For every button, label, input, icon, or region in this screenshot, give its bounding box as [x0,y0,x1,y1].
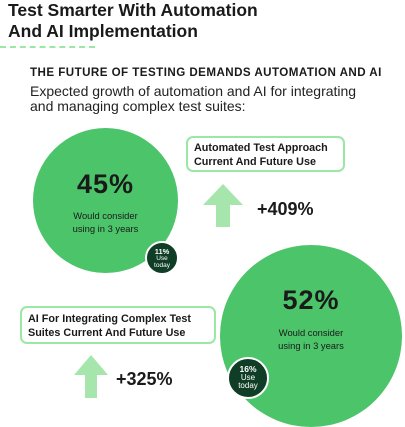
ai-today-percent: 16% [239,364,257,374]
automated-label-line-1: Automated Test Approach [194,142,328,154]
ai-label-line-1: AI For Integrating Complex Test [28,313,191,325]
ai-label-box: AI For Integrating Complex Test Suites C… [20,306,216,344]
ai-label-line-2: Suites Current And Future Use [28,326,186,339]
ai-today-badge: 16% Use today [227,357,269,399]
automated-future-caption-line-2: using in 3 years [72,222,139,234]
description: Expected growth of automation and AI for… [30,84,402,114]
automated-future-caption: Would consider using in 3 years [33,210,178,235]
section-subtitle: THE FUTURE OF TESTING DEMANDS AUTOMATION… [30,66,382,79]
automated-today-caption-line-1: Use [156,255,168,262]
ai-growth: +325% [116,369,173,389]
automated-today-badge: 11% Use today [145,241,179,275]
automated-label-line-2: Current And Future Use [194,155,316,168]
automated-today-percent: 11% [154,247,170,256]
page-title: Test Smarter With Automation And AI Impl… [8,0,403,42]
ai-future-caption: Would consider using in 3 years [220,327,402,352]
ai-future-percent: 52% [282,285,340,315]
arrow-up-icon [72,353,110,399]
ai-future-circle: 52% Would consider using in 3 years [220,245,402,427]
automated-today-caption-line-2: today [154,262,170,269]
ai-today-caption-line-2: today [238,381,258,390]
title-divider [0,46,95,48]
ai-today-caption-line-1: Use [240,372,256,382]
automated-future-percent: 45% [76,169,135,199]
title-line-1: Test Smarter With Automation [8,0,258,20]
automated-future-caption-line-1: Would consider [73,210,138,221]
automated-label-box: Automated Test Approach Current And Futu… [186,136,345,172]
description-line-1: Expected growth of automation and AI for… [30,83,357,99]
ai-future-caption-line-1: Would consider [278,327,344,338]
title-line-2: And AI Implementation [8,21,198,41]
description-line-2: and managing complex test suites: [30,98,246,114]
arrow-up-icon [201,182,245,228]
ai-future-caption-line-2: using in 3 years [278,339,344,351]
automated-future-circle: 45% Would consider using in 3 years [33,128,178,273]
automated-growth: +409% [257,199,314,219]
